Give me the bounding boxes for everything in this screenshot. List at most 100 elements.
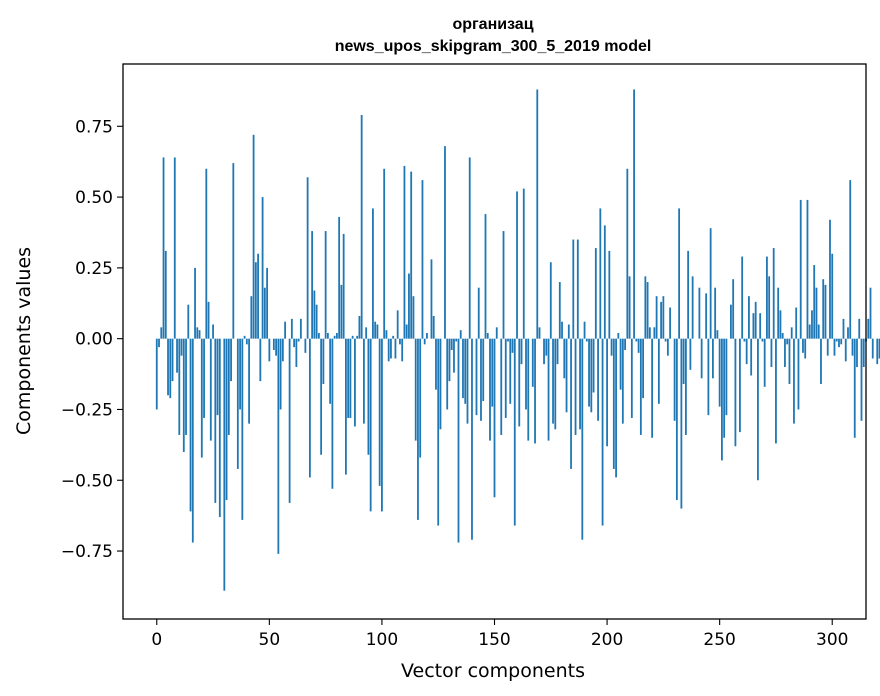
- bar: [543, 338, 545, 365]
- bar: [387, 338, 390, 362]
- bar: [342, 233, 345, 339]
- bar: [178, 338, 181, 435]
- y-tick-label: −0.75: [61, 542, 113, 562]
- bar: [218, 338, 221, 518]
- bar: [563, 338, 566, 379]
- bar: [322, 338, 325, 384]
- bar: [718, 338, 721, 407]
- bar: [412, 296, 415, 339]
- bar: [691, 276, 694, 339]
- bar: [768, 276, 771, 339]
- bar: [277, 338, 280, 554]
- bar: [853, 338, 856, 438]
- bar: [191, 338, 194, 543]
- bar: [189, 338, 192, 512]
- bar: [241, 338, 244, 520]
- bar: [162, 157, 165, 339]
- bar: [759, 313, 762, 339]
- bar: [252, 134, 255, 339]
- bar: [847, 327, 849, 339]
- bar: [621, 338, 624, 424]
- bar: [304, 338, 307, 353]
- bar: [784, 338, 786, 367]
- bar: [682, 338, 685, 384]
- bar: [871, 338, 874, 359]
- bar: [164, 250, 167, 339]
- bar: [216, 338, 219, 416]
- bar: [471, 338, 473, 540]
- x-axis-label: Vector components: [401, 660, 585, 682]
- bar: [209, 338, 212, 441]
- bar: [482, 338, 485, 401]
- bar: [390, 338, 392, 359]
- bar: [766, 256, 768, 339]
- bar: [232, 163, 235, 339]
- bar: [385, 330, 388, 339]
- bar: [511, 338, 514, 353]
- bar: [329, 338, 332, 404]
- bar: [844, 338, 847, 362]
- bar: [862, 338, 865, 367]
- bar: [684, 338, 687, 435]
- bar: [536, 89, 539, 339]
- bar: [811, 310, 813, 339]
- bar: [799, 199, 802, 339]
- bar: [180, 338, 183, 356]
- bar: [547, 338, 550, 441]
- bar: [712, 338, 714, 379]
- bar: [689, 338, 692, 370]
- y-tick-label: 0.50: [75, 188, 113, 208]
- bar: [349, 338, 352, 418]
- bar: [761, 338, 764, 342]
- bar: [227, 338, 230, 435]
- bar: [617, 333, 620, 339]
- bar: [588, 338, 590, 407]
- bar: [257, 253, 259, 339]
- bar: [644, 276, 647, 339]
- bar: [331, 338, 334, 489]
- bar: [786, 338, 789, 345]
- bar: [851, 338, 854, 356]
- bar: [648, 327, 651, 339]
- bar: [243, 335, 246, 339]
- bar: [444, 146, 446, 339]
- bar: [745, 338, 748, 365]
- bar: [599, 208, 602, 339]
- bar: [401, 338, 404, 362]
- bar: [480, 338, 482, 421]
- bar: [405, 324, 408, 339]
- bar: [324, 231, 327, 339]
- bar: [290, 318, 293, 339]
- bar: [721, 338, 723, 461]
- bar: [254, 262, 257, 339]
- bar: [806, 199, 809, 339]
- bar: [833, 338, 836, 356]
- bar: [495, 327, 498, 339]
- bar: [351, 335, 354, 339]
- bar: [840, 338, 843, 345]
- bar: [835, 338, 838, 342]
- bar: [781, 333, 784, 339]
- bar: [462, 338, 464, 399]
- bar: [838, 338, 840, 348]
- bar: [369, 338, 372, 512]
- bar: [831, 253, 834, 339]
- bar: [266, 267, 268, 339]
- bar: [775, 338, 777, 444]
- bar: [662, 296, 665, 339]
- bar: [612, 338, 615, 469]
- bar: [203, 338, 205, 418]
- bar: [527, 338, 530, 441]
- x-tick-label: 0: [151, 630, 162, 650]
- bar: [372, 208, 374, 339]
- bar: [358, 316, 361, 339]
- bar: [772, 248, 775, 339]
- bar: [752, 313, 755, 339]
- bar: [651, 338, 654, 438]
- bar: [491, 338, 494, 407]
- bar: [236, 338, 239, 469]
- bar: [403, 165, 406, 339]
- bar: [867, 318, 870, 339]
- bar: [804, 338, 807, 359]
